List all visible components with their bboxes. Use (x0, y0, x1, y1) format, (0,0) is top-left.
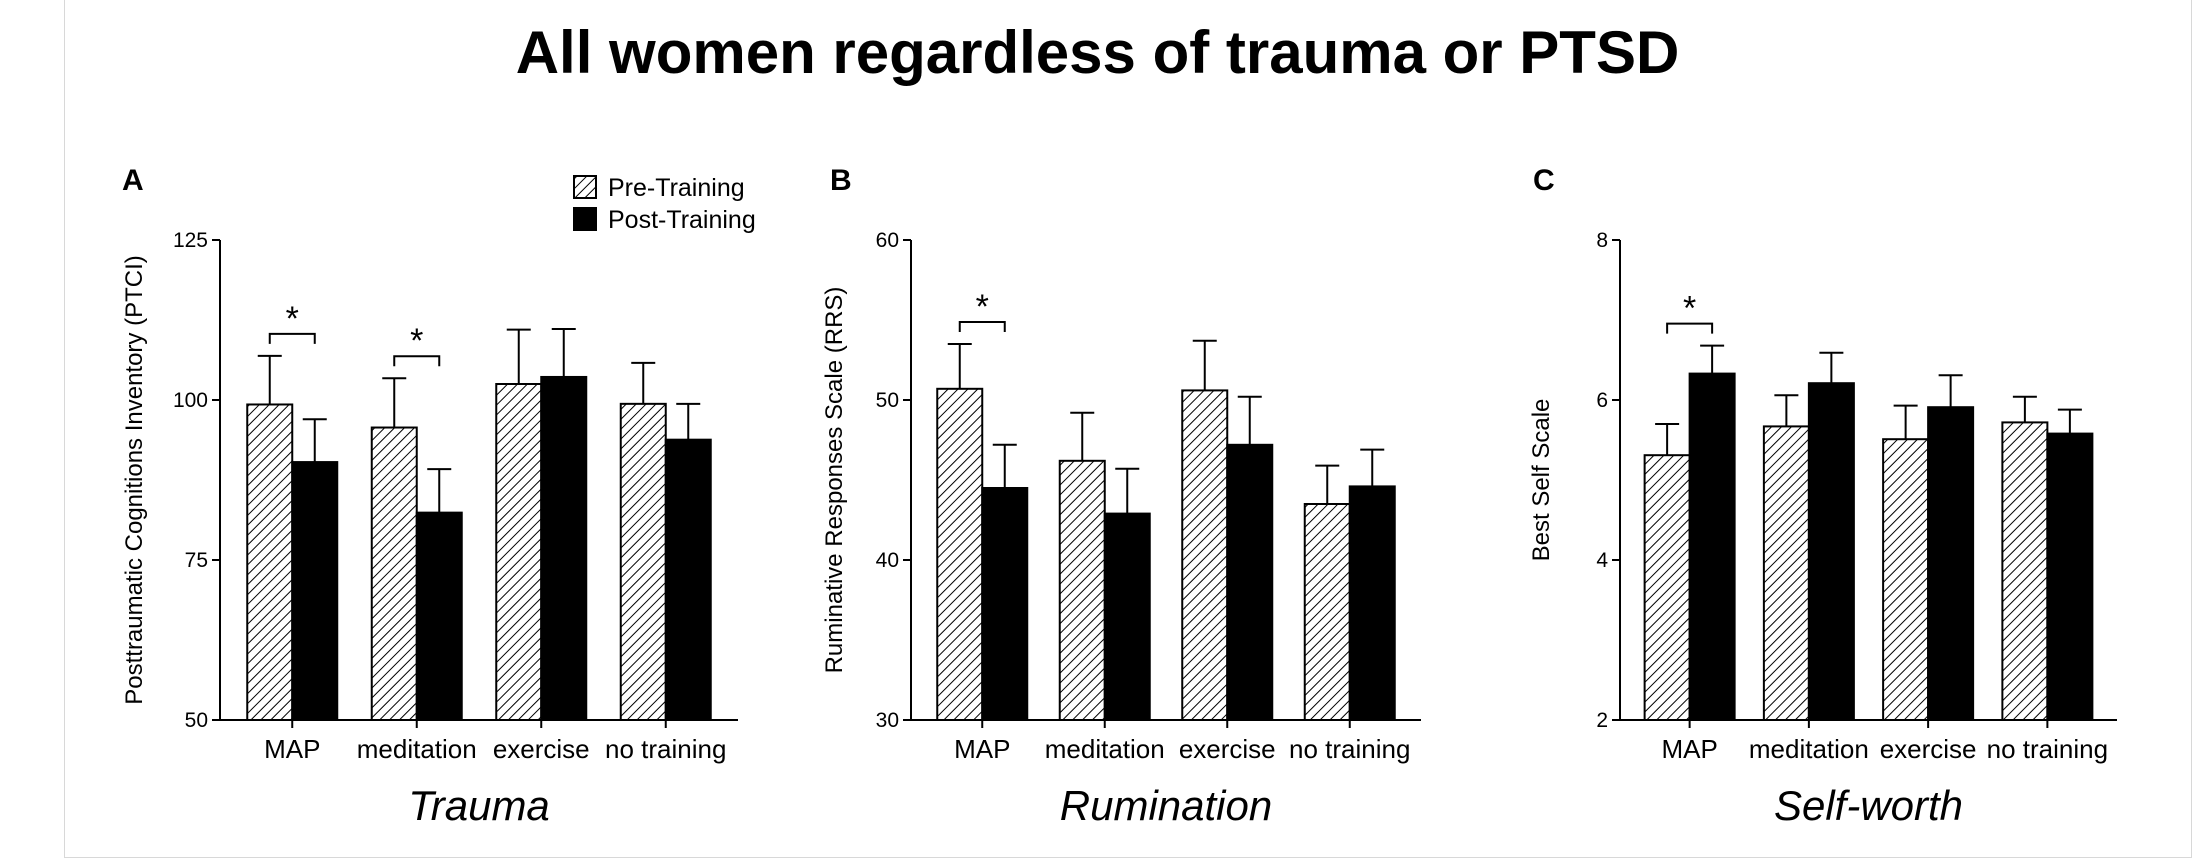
figure-title: All women regardless of trauma or PTSD (515, 19, 1680, 86)
panel-c-bar-post-training (1688, 372, 1736, 721)
panel-b-y-axis-label: Ruminative Responses Scale (RRS) (821, 287, 848, 674)
panel-a-category-label: exercise (493, 734, 590, 764)
panel-b-bar-pre-training (1181, 389, 1229, 721)
legend-post-training-label: Post-Training (608, 206, 756, 234)
panel-b-y-tick-label: 50 (876, 389, 899, 412)
panel-a-bar-post-training (664, 438, 712, 721)
panel-a-category-label: MAP (264, 734, 320, 764)
panel-c-category-label: exercise (1880, 734, 1977, 764)
panel-c-category-label: no training (1987, 734, 2108, 764)
panel-b-bar-post-training (1103, 512, 1151, 721)
panel-a-category-label: no training (605, 734, 726, 764)
panel-a-bar-pre-training (619, 402, 667, 721)
panel-a-subtitle: Trauma (408, 782, 550, 829)
panel-b-category-label: meditation (1045, 734, 1165, 764)
panel-b-category-label: exercise (1179, 734, 1276, 764)
panel-c-bar-post-training (1927, 406, 1975, 721)
figure-frame (64, 0, 2192, 858)
panel-a-y-axis-label: Posttraumatic Cognitions Inventory (PTCI… (121, 255, 148, 705)
panel-b-bar-post-training (1226, 443, 1274, 721)
panel-c-y-tick-label: 4 (1596, 549, 1608, 572)
panel-a-y-tick-label: 50 (185, 709, 208, 732)
panel-a-y-tick-label: 75 (185, 549, 208, 572)
panel-b-bar-pre-training (936, 387, 984, 721)
panel-c-subtitle: Self-worth (1774, 782, 1963, 829)
panel-b-bar-post-training (981, 487, 1029, 721)
legend-post-training-swatch (573, 207, 597, 231)
panel-b-y-tick-label: 30 (876, 709, 899, 732)
panel-c-bar-post-training (2046, 432, 2094, 721)
panel-a-significance-bracket (393, 355, 441, 367)
panel-b-bar-post-training (1348, 485, 1396, 721)
panel-b-bar-pre-training (1303, 503, 1351, 721)
panel-c-bar-pre-training (1882, 438, 1930, 721)
panel-a-significance-bracket (268, 332, 316, 344)
panel-a-letter: A (122, 164, 144, 197)
panel-c-y-tick-label: 8 (1596, 229, 1608, 252)
panel-c-bar-pre-training (1643, 454, 1691, 721)
panel-c-category-label: meditation (1749, 734, 1869, 764)
panel-b-subtitle: Rumination (1060, 782, 1272, 829)
panel-a-bar-pre-training (495, 383, 543, 721)
panel-a-bar-pre-training (246, 403, 294, 721)
panel-a-significance-star: * (286, 300, 299, 338)
panel-c-bar-pre-training (1762, 425, 1810, 721)
panel-c-y-tick-label: 2 (1596, 709, 1608, 732)
panel-c-bar-post-training (1807, 382, 1855, 721)
panel-b-y-tick-label: 60 (876, 229, 899, 252)
panel-b-bar-pre-training (1058, 459, 1106, 721)
legend-pre-training-label: Pre-Training (608, 174, 745, 202)
panel-a-y-tick-label: 125 (173, 229, 208, 252)
panel-a-bar-post-training (415, 511, 463, 722)
panel-c-bar-pre-training (2001, 421, 2049, 721)
panel-b-y-tick-label: 40 (876, 549, 899, 572)
panel-a-significance-star: * (410, 322, 423, 360)
panel-b-significance-star: * (976, 288, 989, 326)
panel-a-bar-post-training (291, 461, 339, 721)
panel-b-category-label: no training (1289, 734, 1410, 764)
panel-b-significance-bracket (958, 321, 1006, 332)
panel-c-category-label: MAP (1661, 734, 1717, 764)
panel-b-category-label: MAP (954, 734, 1010, 764)
panel-a-y-tick-label: 100 (173, 389, 208, 412)
panel-a-bar-pre-training (370, 426, 418, 721)
panel-a-category-label: meditation (357, 734, 477, 764)
panel-b-letter: B (830, 164, 852, 197)
panel-c-y-axis-label: Best Self Scale (1528, 399, 1555, 562)
panel-c-y-tick-label: 6 (1596, 389, 1608, 412)
panel-a-bar-post-training (540, 375, 588, 721)
legend-pre-training-swatch (573, 175, 597, 199)
panel-c-significance-bracket (1666, 322, 1714, 334)
panel-c-significance-star: * (1683, 290, 1696, 328)
panel-c-letter: C (1533, 164, 1555, 197)
